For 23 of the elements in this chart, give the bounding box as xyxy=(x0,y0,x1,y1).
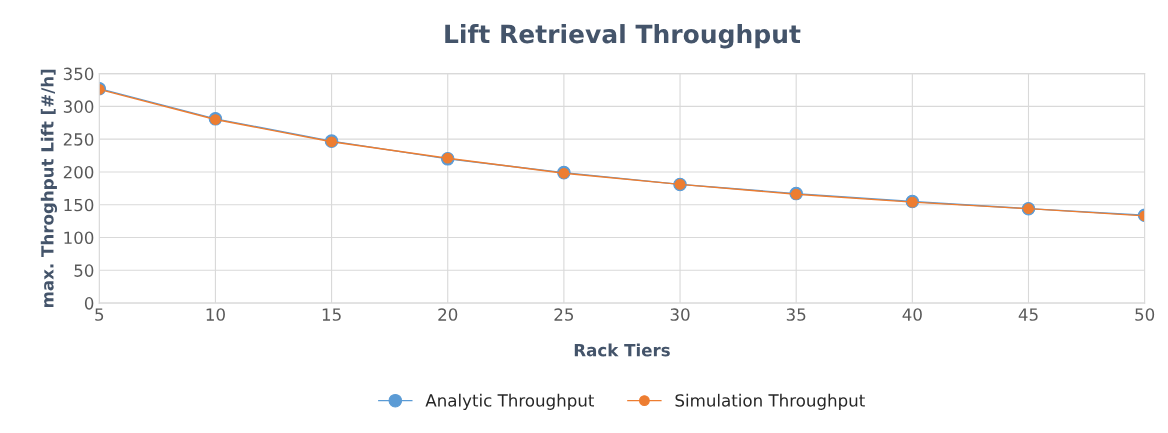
y-tick-label: 250 xyxy=(63,133,94,146)
x-tick-label: 25 xyxy=(554,308,574,321)
x-tick-label: 30 xyxy=(670,308,690,321)
x-tick-label: 40 xyxy=(902,308,922,321)
x-tick-label: 15 xyxy=(322,308,341,321)
y-axis-title: max. Throghput Lift [#/h] xyxy=(40,69,58,308)
legend-label: Simulation Throughput xyxy=(675,393,865,410)
y-tick-label: 100 xyxy=(64,231,94,245)
y-tick-label: 200 xyxy=(63,165,94,179)
x-tick-label: 50 xyxy=(1135,308,1155,321)
x-tick-label: 20 xyxy=(438,308,458,321)
y-tick-label: 0 xyxy=(84,297,94,310)
y-tick-label: 150 xyxy=(64,198,94,212)
y-tick-label: 350 xyxy=(63,67,94,81)
x-tick-label: 10 xyxy=(206,308,225,321)
y-tick-label: 300 xyxy=(63,100,94,113)
x-axis-title: Rack Tiers xyxy=(574,343,670,357)
x-tick-label: 45 xyxy=(1018,308,1038,321)
y-tick-label: 50 xyxy=(74,264,94,277)
x-tick-label: 5 xyxy=(95,308,104,321)
legend-label: Analytic Throughput xyxy=(425,393,595,410)
x-tick-label: 35 xyxy=(786,308,806,321)
chart-title: Lift Retrieval Throughput xyxy=(445,24,801,49)
